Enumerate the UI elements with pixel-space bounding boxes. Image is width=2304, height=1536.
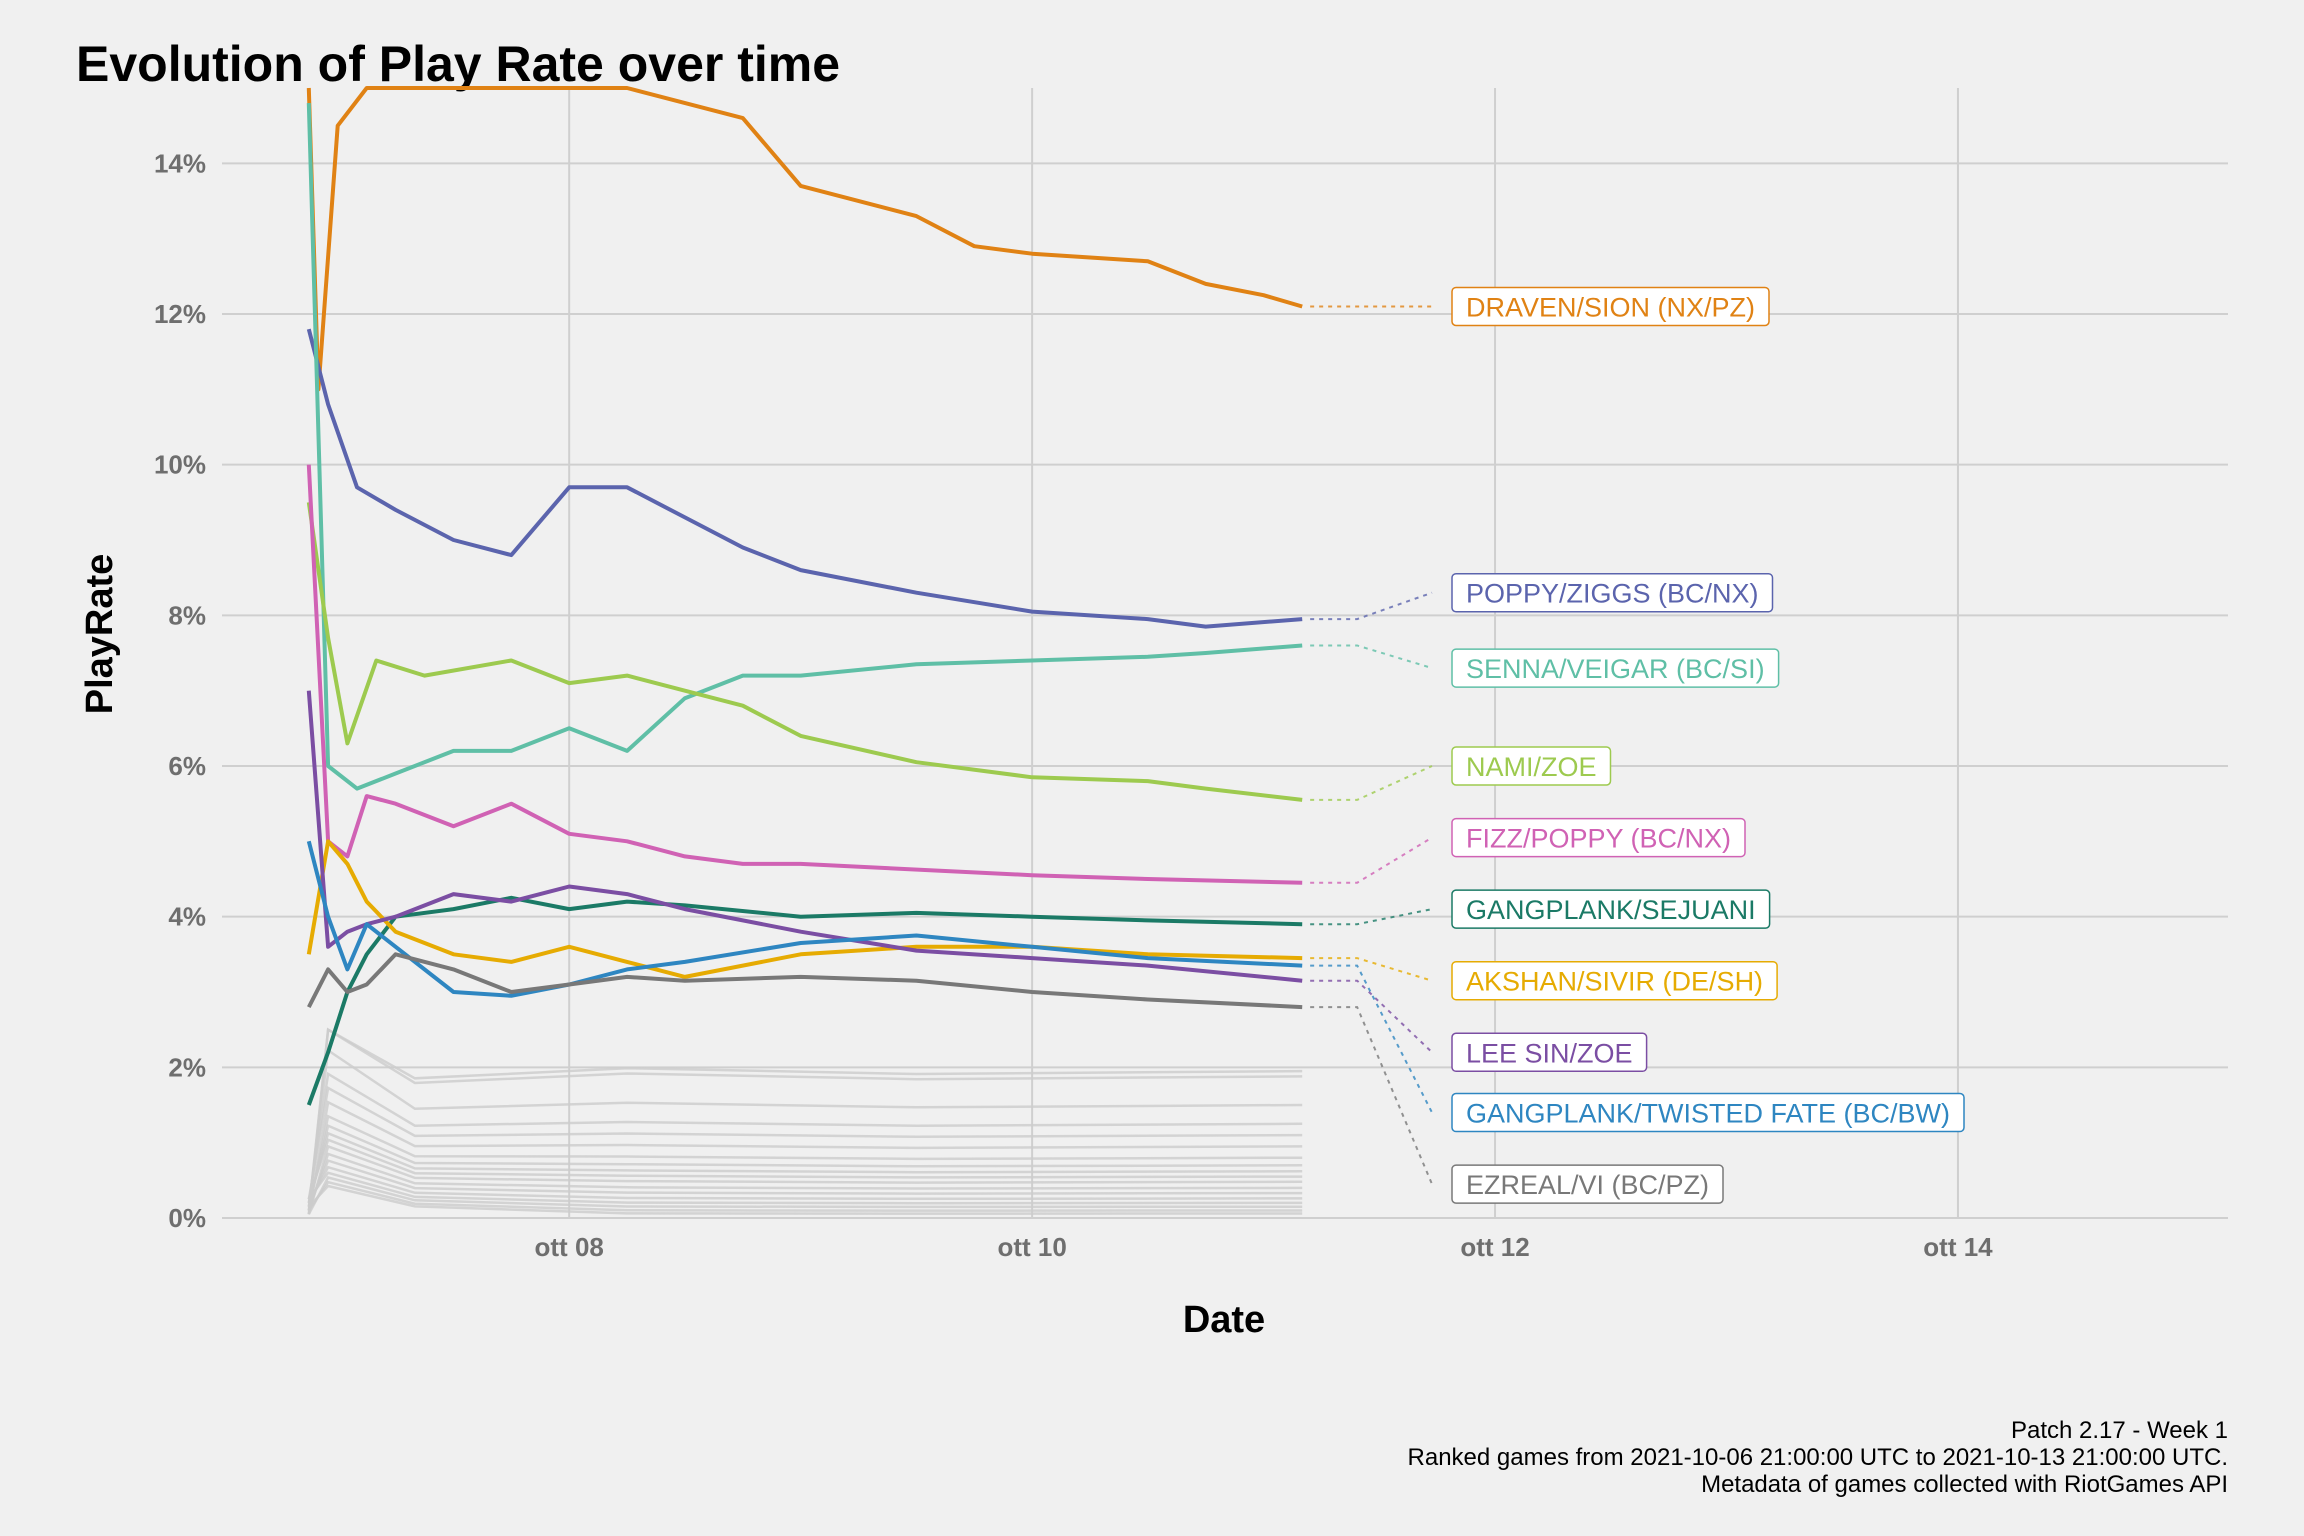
series-label-text: AKSHAN/SIVIR (DE/SH): [1466, 967, 1763, 997]
label-connector: [1310, 836, 1433, 884]
label-connector: [1310, 644, 1433, 670]
series-label: POPPY/ZIGGS (BC/NX): [1451, 572, 1774, 613]
series-label: LEE SIN/ZOE: [1451, 1032, 1648, 1073]
y-tick-label: 14%: [154, 148, 206, 178]
caption-line-3: Metadata of games collected with RiotGam…: [1701, 1471, 2228, 1498]
x-tick-label: ott 14: [1923, 1232, 1993, 1262]
series-line: [306, 895, 1303, 1106]
background-series-line: [307, 1180, 1303, 1212]
series-label-text: NAMI/ZOE: [1466, 752, 1597, 782]
background-series-line: [307, 1152, 1303, 1211]
y-tick-label: 4%: [168, 902, 206, 932]
caption-line-1: Patch 2.17 - Week 1: [2011, 1417, 2228, 1444]
label-connectors: [1310, 305, 1433, 1185]
background-series-line: [307, 1086, 1303, 1200]
background-series-line: [307, 1071, 1303, 1204]
x-tick-label: ott 08: [535, 1232, 604, 1262]
background-series-line: [307, 1171, 1303, 1205]
background-series-line: [307, 1184, 1303, 1215]
series-label-box: [1451, 889, 1771, 929]
label-connector: [1310, 908, 1433, 926]
background-series-line: [307, 1100, 1303, 1215]
background-series-line: [307, 1176, 1303, 1215]
series-label: GANGPLANK/SEJUANI: [1451, 889, 1771, 929]
series-line: [306, 502, 1303, 802]
label-connector: [1310, 979, 1433, 1053]
series-label-text: LEE SIN/ZOE: [1466, 1038, 1633, 1068]
label-connector: [1310, 1006, 1433, 1185]
chart-title: Evolution of Play Rate over time: [76, 36, 840, 92]
series-label: SENNA/VEIGAR (BC/SI): [1451, 648, 1780, 688]
series-line: [306, 328, 1303, 629]
series-label-box: [1451, 817, 1746, 858]
y-tick-label: 12%: [154, 299, 206, 329]
series-label-box: [1451, 1092, 1965, 1133]
label-connector: [1310, 957, 1433, 982]
x-tick-label: ott 10: [997, 1232, 1066, 1262]
grid: [222, 88, 2228, 1219]
caption: Patch 2.17 - Week 1 Ranked games from 20…: [1408, 1417, 2228, 1498]
background-series-line: [307, 1114, 1303, 1211]
background-series-line: [307, 1159, 1303, 1208]
series-label-text: EZREAL/VI (BC/PZ): [1466, 1170, 1709, 1200]
y-axis-ticks: 0% 2% 4% 6% 8% 10% 12% 14%: [154, 148, 206, 1233]
series-label-text: GANGPLANK/TWISTED FATE (BC/BW): [1466, 1099, 1950, 1129]
series-label-box: [1451, 960, 1778, 1001]
series-line: [306, 103, 1303, 791]
series-label-box: [1451, 286, 1770, 327]
series-line: [306, 839, 1303, 979]
series-label-text: DRAVEN/SION (NX/PZ): [1466, 292, 1755, 322]
series-line: [306, 86, 1303, 392]
series-label-text: SENNA/VEIGAR (BC/SI): [1466, 654, 1765, 684]
series-label-box: [1451, 746, 1612, 786]
series-label-text: GANGPLANK/SEJUANI: [1466, 895, 1756, 925]
y-tick-label: 8%: [168, 600, 206, 630]
series-label: FIZZ/POPPY (BC/NX): [1451, 817, 1746, 858]
caption-line-2: Ranked games from 2021-10-06 21:00:00 UT…: [1408, 1444, 2228, 1471]
series-label: EZREAL/VI (BC/PZ): [1451, 1164, 1724, 1204]
series-line: [306, 464, 1303, 885]
background-series-line: [307, 1144, 1303, 1215]
background-series-line: [307, 1165, 1303, 1204]
series-label: AKSHAN/SIVIR (DE/SH): [1451, 960, 1778, 1001]
series-line: [306, 690, 1303, 983]
background-series-line: [307, 1138, 1303, 1200]
series-label-box: [1451, 1164, 1724, 1204]
y-tick-label: 2%: [168, 1052, 206, 1082]
series-label: NAMI/ZOE: [1451, 746, 1612, 786]
background-series-line: [307, 1131, 1303, 1204]
background-series-line: [307, 1048, 1303, 1207]
series-label-box: [1451, 572, 1774, 613]
series-label-box: [1451, 1032, 1648, 1073]
y-tick-label: 10%: [154, 450, 206, 480]
x-tick-label: ott 12: [1460, 1232, 1529, 1262]
label-connector: [1310, 591, 1433, 621]
series-label-box: [1451, 648, 1780, 688]
label-connector: [1310, 765, 1433, 801]
series-label: DRAVEN/SION (NX/PZ): [1451, 286, 1770, 327]
series-label-text: FIZZ/POPPY (BC/NX): [1466, 824, 1731, 854]
background-series: [307, 1027, 1303, 1215]
series-label: GANGPLANK/TWISTED FATE (BC/BW): [1451, 1092, 1965, 1133]
series-label-text: POPPY/ZIGGS (BC/NX): [1466, 579, 1759, 609]
series-lines: [306, 86, 1303, 1106]
background-series-line: [307, 1027, 1303, 1215]
background-series-line: [307, 1123, 1303, 1207]
y-axis-title: PlayRate: [79, 554, 121, 715]
y-tick-label: 0%: [168, 1203, 206, 1233]
x-axis-ticks: ott 08 ott 10 ott 12 ott 14: [535, 1232, 1994, 1262]
label-connector: [1310, 964, 1433, 1113]
series-labels: DRAVEN/SION (NX/PZ) POPPY/ZIGGS (BC/NX) SE…: [1451, 286, 1965, 1204]
series-line: [307, 952, 1303, 1010]
x-axis-title: Date: [1183, 1299, 1265, 1341]
y-tick-label: 6%: [168, 751, 206, 781]
